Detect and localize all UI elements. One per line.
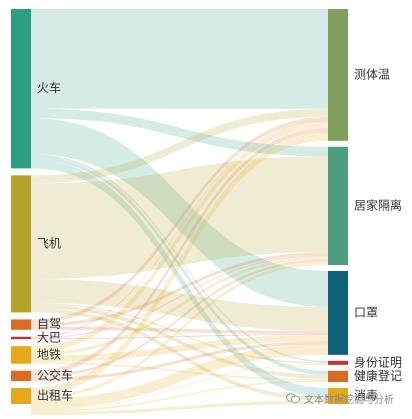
sankey-link [31,159,328,397]
sankey-link [31,255,328,339]
sankey-link [31,364,328,411]
source-node-bar [11,175,31,313]
source-node-bar [11,319,31,330]
sankey-nodes [11,9,348,404]
sankey-link [31,256,328,356]
source-node-label: 火车 [37,80,61,95]
target-node-label: 消毒 [354,389,378,403]
sankey-link [31,341,328,382]
sankey-link [31,108,328,157]
target-node-label: 测体温 [354,67,390,81]
sankey-link [31,278,328,331]
sankey-link [31,116,328,324]
source-node-label: 大巴 [37,330,61,344]
sankey-links [31,9,328,416]
sankey-link [31,259,328,378]
target-node-bar [328,9,348,141]
sankey-link [31,326,328,335]
target-node-label: 健康登记 [354,368,402,383]
target-node-bar [328,370,348,383]
source-node-bar [11,370,31,382]
target-node-bar [328,360,348,365]
sankey-link [31,156,328,279]
source-node-bar [11,346,31,364]
sankey-link [31,121,328,353]
sankey-link [31,344,328,410]
source-node-label: 公交车 [37,367,73,382]
target-node-bar [328,146,348,265]
source-node-bar [11,388,31,404]
source-node-label: 出租车 [37,388,73,403]
watermark: 文本数据挖掘与分析 [286,391,394,406]
sankey-link [31,304,328,379]
target-node-label: 身份证明 [354,354,402,369]
sankey-link [31,261,328,400]
sankey-link [31,154,328,363]
sankey-link [31,334,328,340]
source-node-label: 自驾 [37,317,61,331]
sankey-link [31,362,328,381]
sankey-link [31,400,328,416]
sankey-link [31,252,328,327]
target-node-bar [328,270,348,355]
target-node-label: 口罩 [354,305,378,319]
watermark-text: 文本数据挖掘与分析 [304,395,394,406]
target-node-label: 居家隔离 [354,197,402,212]
sankey-link [31,308,328,401]
sankey-link [31,334,328,363]
sankey-link [31,132,328,397]
sankey-link [31,155,328,375]
sankey-link [31,302,328,365]
source-node-label: 飞机 [37,236,61,250]
sankey-link [31,380,328,412]
wechat-icon [286,393,300,404]
sankey-link [31,128,328,376]
sankey-link [31,108,328,184]
target-node-bar [328,388,348,404]
source-node-bar [11,9,31,169]
source-node-bar [11,336,31,340]
source-node-label: 地铁 [37,347,61,361]
sankey-link [31,118,328,307]
sankey-link [31,9,328,109]
sankey-link [31,120,328,338]
